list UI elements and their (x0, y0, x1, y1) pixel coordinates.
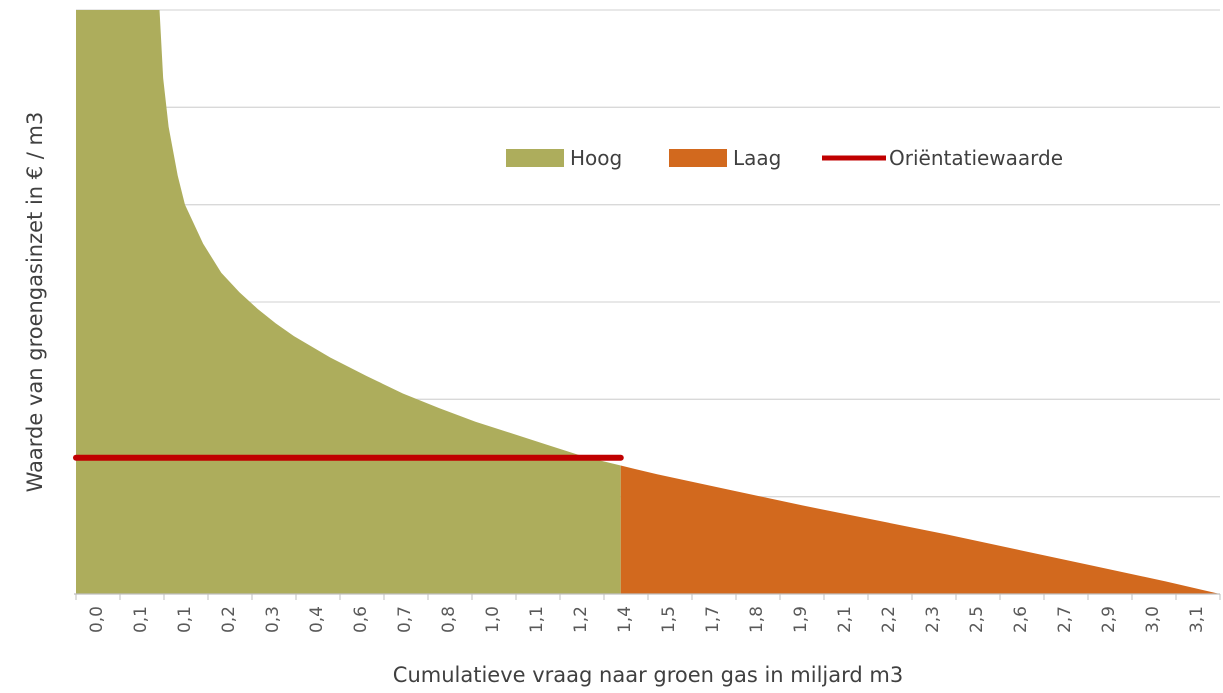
x-tick-label: 3,1 (1187, 606, 1207, 633)
x-tick-labels: 0,0 0,1 0,1 0,2 0,3 0,4 0,6 0,7 0,8 1,0 1,1 1,2 1,4 1… (87, 606, 1207, 633)
plot-area (76, 10, 1220, 594)
legend: Hoog Laag Oriëntatiewaarde (506, 146, 1063, 170)
legend-label-laag: Laag (733, 146, 781, 170)
x-tick-label: 0,8 (439, 606, 459, 633)
legend-label-hoog: Hoog (570, 146, 622, 170)
legend-label-orientatiewaarde: Oriëntatiewaarde (889, 146, 1063, 170)
x-tick-label: 2,6 (1011, 606, 1031, 633)
x-tick-label: 0,3 (263, 606, 283, 633)
x-tick-label: 1,4 (615, 606, 635, 633)
x-tick-label: 2,3 (923, 606, 943, 633)
x-tick-label: 1,2 (571, 606, 591, 633)
area-series-hoog (76, 10, 621, 594)
x-tick-label: 0,2 (219, 606, 239, 633)
x-tick-label: 1,0 (483, 606, 503, 633)
x-axis-title: Cumulatieve vraag naar groen gas in milj… (393, 663, 903, 687)
x-tick-label: 1,5 (659, 606, 679, 633)
x-tick-label: 1,1 (527, 606, 547, 633)
x-tick-label: 0,7 (395, 606, 415, 633)
x-tick-label: 0,0 (87, 606, 107, 633)
x-tick-label: 2,1 (835, 606, 855, 633)
x-tick-label: 0,4 (307, 606, 327, 633)
y-axis-title: Waarde van groengasinzet in € / m3 (23, 112, 47, 493)
x-tick-label: 2,2 (879, 606, 899, 633)
x-tick-label: 0,1 (131, 606, 151, 633)
x-tick-label: 1,9 (791, 606, 811, 633)
x-tick-label: 0,1 (175, 606, 195, 633)
x-axis (74, 593, 1221, 600)
legend-swatch-hoog (506, 149, 564, 167)
x-tick-label: 1,7 (703, 606, 723, 633)
x-tick-label: 2,9 (1099, 606, 1119, 633)
area-series-laag (620, 465, 1220, 594)
legend-swatch-laag (669, 149, 727, 167)
x-tick-label: 0,6 (351, 606, 371, 633)
x-tick-label: 2,5 (967, 606, 987, 633)
x-tick-label: 2,7 (1055, 606, 1075, 633)
x-tick-label: 1,8 (747, 606, 767, 633)
x-tick-label: 3,0 (1143, 606, 1163, 633)
